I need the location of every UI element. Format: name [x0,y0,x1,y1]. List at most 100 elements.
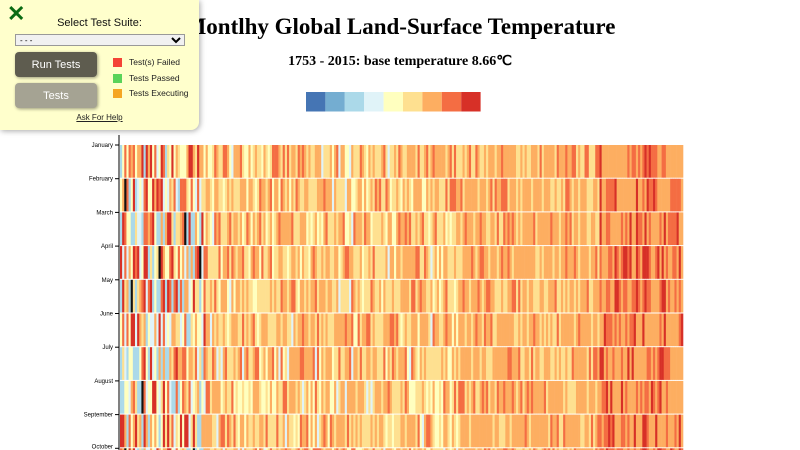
heatmap-cell [261,145,264,178]
heatmap-cell [554,178,557,212]
heatmap-cell [468,347,472,380]
heatmap-cell [665,279,669,313]
heatmap-cell [134,414,138,448]
heatmap-cell [438,313,442,347]
heatmap-cell [329,414,333,448]
heatmap-cell [346,212,350,246]
heatmap-cell [490,212,493,246]
heatmap-cell [601,347,605,380]
heatmap-cell [139,212,142,246]
heatmap-cell [473,246,476,279]
heatmap-cell [400,279,403,313]
heatmap-cell [408,212,412,246]
heatmap-cell [203,246,206,279]
heatmap-cell [513,145,517,178]
heatmap-cell [169,212,172,246]
heatmap-cell [411,246,414,279]
heatmap-cell [426,145,429,178]
heatmap-cell [239,414,243,448]
heatmap-cell [306,212,309,246]
heatmap-cell [271,279,275,313]
heatmap-cell [614,380,617,414]
heatmap-cell [276,414,279,448]
heatmap-cell [650,246,654,279]
heatmap-cell [460,448,463,450]
heatmap-cell [498,212,502,246]
heatmap-cell [120,414,123,448]
y-tick-label: September [84,413,113,419]
heatmap-cell [571,414,575,448]
heatmap-cell [471,448,474,450]
heatmap-cell [379,279,382,313]
heatmap-cell [494,212,498,246]
tests-button[interactable]: Tests [15,83,97,108]
heatmap-cell [582,380,585,414]
heatmap-cell [280,212,283,246]
heatmap-cell [655,279,658,313]
heatmap-cell [556,313,560,347]
heatmap-cell [672,212,675,246]
heatmap-cell [342,347,346,380]
heatmap-cell [171,448,174,450]
heatmap-cell [120,246,123,279]
heatmap-cell [616,347,620,380]
heatmap-cell [310,313,313,347]
heatmap-cell [329,246,333,279]
heatmap-cell [259,279,262,313]
heatmap-cell [608,414,611,448]
run-tests-button[interactable]: Run Tests [15,52,97,77]
heatmap-cell [552,246,555,279]
heatmap-cell [569,145,572,178]
heatmap-cell [618,414,622,448]
heatmap-cell [522,347,525,380]
heatmap-cell [650,313,654,347]
heatmap-cell [586,178,590,212]
heatmap-cell [278,279,281,313]
heatmap-cell [246,448,249,450]
heatmap-cell [364,380,367,414]
heatmap-cell [396,279,399,313]
heatmap-cell [537,313,540,347]
heatmap-cell [201,212,204,246]
heatmap-cell [359,246,363,279]
heatmap-cell [539,178,543,212]
heatmap-cell [590,178,594,212]
heatmap-cell [625,279,628,313]
heatmap-cell [304,246,307,279]
close-icon[interactable]: ✕ [7,1,26,26]
heatmap-cell [665,347,669,380]
heatmap-cell [387,246,391,279]
heatmap-cell [338,246,341,279]
heatmap-cell [676,246,680,279]
heatmap-cell [291,145,294,178]
heatmap-cell [214,414,217,448]
test-suite-select[interactable]: - - - [15,34,185,46]
heatmap-cell [571,178,575,212]
heatmap-cell [430,380,433,414]
heatmap-cell [308,246,311,279]
heatmap-cell [670,448,673,450]
heatmap-cell [364,246,367,279]
heatmap-cell [246,145,249,178]
heatmap-cell [184,380,187,414]
ask-for-help-link[interactable]: Ask For Help [76,113,123,122]
heatmap-cell [145,246,149,279]
heatmap-cell [665,380,669,414]
heatmap-cell [417,178,420,212]
heatmap-cell [216,313,219,347]
heatmap-cell [640,347,643,380]
heatmap-cell [160,279,164,313]
heatmap-cell [537,380,540,414]
heatmap-cell [441,212,444,246]
heatmap-cell [462,246,465,279]
heatmap-cell [421,313,425,347]
heatmap-cell [408,178,412,212]
heatmap-cell [394,178,397,212]
heatmap-cell [396,414,399,448]
heatmap-cell [451,279,455,313]
heatmap-cell [331,448,335,450]
heatmap-cell [623,448,626,450]
heatmap-cell [381,279,384,313]
heatmap-cell [314,414,318,448]
heatmap-cell [274,380,277,414]
